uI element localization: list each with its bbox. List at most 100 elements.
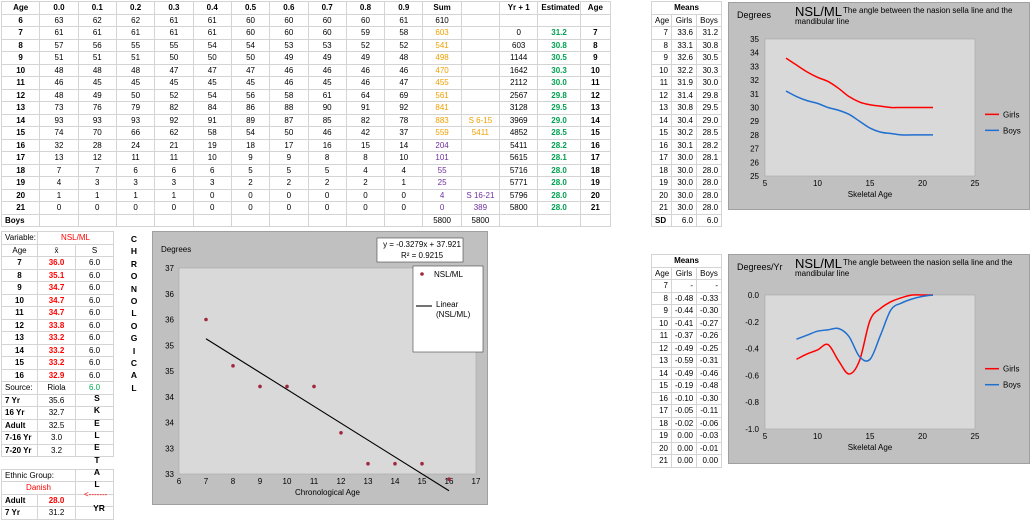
legend-box [412, 265, 484, 353]
table-cell: -0.27 [695, 316, 723, 330]
table-cell: 58 [192, 126, 232, 140]
means-row: 11 31.9 30.0 [651, 76, 723, 90]
table-row: 18 7 7 6 6 6 5 5 5 4 4 55 5716 28.0 18 [0, 163, 612, 177]
scatter-chart: Degrees 33 33 34 34 35 35 36 36 37 6 7 8 9 10 11 12 13 14 1… [152, 231, 488, 505]
table-cell: 16 [579, 138, 612, 152]
table-cell: 16 [651, 391, 672, 405]
arrow-pointer: <------- [84, 490, 108, 499]
y-tick-label: 36 [165, 316, 174, 325]
table-cell: 1 [77, 188, 117, 202]
table-cell: 30.0 [537, 76, 581, 90]
table-cell: 69 [384, 88, 424, 102]
table-cell: 50 [230, 51, 271, 65]
x-tick-label: 15 [866, 432, 875, 441]
variable-data-row: 15 33.2 6.0 [1, 356, 114, 370]
stat-empty [75, 443, 114, 457]
table-cell: 52 [345, 38, 386, 52]
vertical-letter: A [130, 370, 138, 381]
table-cell: 20 [651, 188, 672, 202]
adult-value: 28.0 [37, 493, 76, 507]
table-cell [345, 213, 386, 227]
table-cell: 45 [192, 76, 232, 90]
table-cell: 28.5 [537, 126, 581, 140]
table-cell: 60 [230, 13, 271, 27]
table-cell: 46 [345, 63, 386, 77]
age-cell: 12 [1, 318, 38, 332]
y-tick-label: 33 [750, 62, 759, 71]
table-cell: 11 [651, 329, 672, 343]
table-row: 20 1 1 1 1 0 0 0 0 0 0 4 S 16-21 5796 28.0 20 [0, 188, 612, 202]
means-row: 9 32.6 30.5 [651, 51, 723, 65]
table-cell: 10 [651, 316, 672, 330]
mean-cell: 34.7 [37, 306, 76, 320]
table-cell: 2 [345, 176, 386, 190]
age-cell: 10 [1, 293, 38, 307]
table-cell: 5800 [499, 201, 539, 215]
table-cell: 11 [579, 76, 612, 90]
x-axis-label: Skeletal Age [848, 190, 893, 199]
table-cell: 91 [345, 101, 386, 115]
table-row: 7 61 61 61 61 61 60 60 60 59 58 603 0 31.2 7 [0, 26, 612, 40]
table-cell: 204 [422, 138, 462, 152]
means-row: 8 33.1 30.8 [651, 38, 723, 52]
x-tick-label: 15 [866, 179, 875, 188]
table-cell: 48 [384, 51, 424, 65]
table-cell: 1 [39, 188, 79, 202]
x-tick-label: 15 [418, 477, 427, 486]
table-cell: 48 [115, 63, 156, 77]
column-header: 0.9 [384, 1, 424, 15]
table-cell: 12 [651, 88, 672, 102]
column-header: S [75, 243, 114, 257]
y-tick-label: 37 [165, 264, 174, 273]
table-cell: 12 [77, 151, 117, 165]
age-cell: 7 [1, 256, 38, 270]
legend-label: NSL/ML [434, 270, 463, 279]
stat-value: 3.2 [37, 443, 76, 457]
table-cell: 47 [230, 63, 271, 77]
table-cell: 61 [384, 13, 424, 27]
table-cell: 61 [77, 26, 117, 40]
table-cell: 3 [192, 176, 232, 190]
table-cell: 54 [192, 38, 232, 52]
table-cell: 0.00 [671, 429, 697, 443]
table-cell: 7 [39, 163, 79, 177]
table-cell [154, 213, 194, 227]
sd-row: SD 6.0 6.0 [651, 213, 723, 227]
data-point [285, 384, 289, 389]
stat-label: 16 Yr [1, 406, 38, 420]
table-cell: 48 [39, 88, 79, 102]
table-cell: 0 [384, 188, 424, 202]
column-header: Age [651, 13, 672, 27]
data-point [393, 461, 397, 466]
table-cell: 11 [115, 151, 156, 165]
table-cell [39, 213, 79, 227]
column-header: 0.5 [230, 1, 271, 15]
table-cell: 18 [651, 163, 672, 177]
table-cell: 30.0 [671, 188, 697, 202]
table-cell: 28.0 [695, 201, 723, 215]
y-tick-label: 25 [750, 172, 759, 181]
ethnic-value: Danish [1, 481, 76, 495]
table-cell: 0 [384, 201, 424, 215]
table-row: 19 4 3 3 3 3 2 2 2 2 1 25 5771 28.0 19 [0, 176, 612, 190]
y-tick-label: 35 [750, 35, 759, 44]
chart-subtitle: The angle between the nasion sella line … [843, 258, 1013, 267]
table-cell: 60 [269, 26, 309, 40]
table-cell: -0.59 [671, 354, 697, 368]
table-cell: -0.02 [671, 416, 697, 430]
column-header: x̄ [37, 243, 76, 257]
column-header: Sum [422, 1, 462, 15]
table-cell: 21 [651, 454, 672, 468]
table-cell: -0.03 [695, 429, 723, 443]
table-cell: 841 [422, 101, 462, 115]
table-row: 11 46 45 45 45 45 45 46 45 46 47 455 2112 30.0 11 [0, 76, 612, 90]
plot-area [764, 294, 976, 430]
means-row: 15 -0.19 -0.48 [651, 379, 723, 393]
table-cell: -0.06 [695, 416, 723, 430]
table-cell: 45 [154, 76, 194, 90]
table-cell: 1 [115, 188, 156, 202]
means-header-row: Age Girls Boys [651, 13, 723, 27]
table-cell: 8 [579, 38, 612, 52]
table-cell [460, 76, 501, 90]
table-cell: 49 [307, 51, 347, 65]
